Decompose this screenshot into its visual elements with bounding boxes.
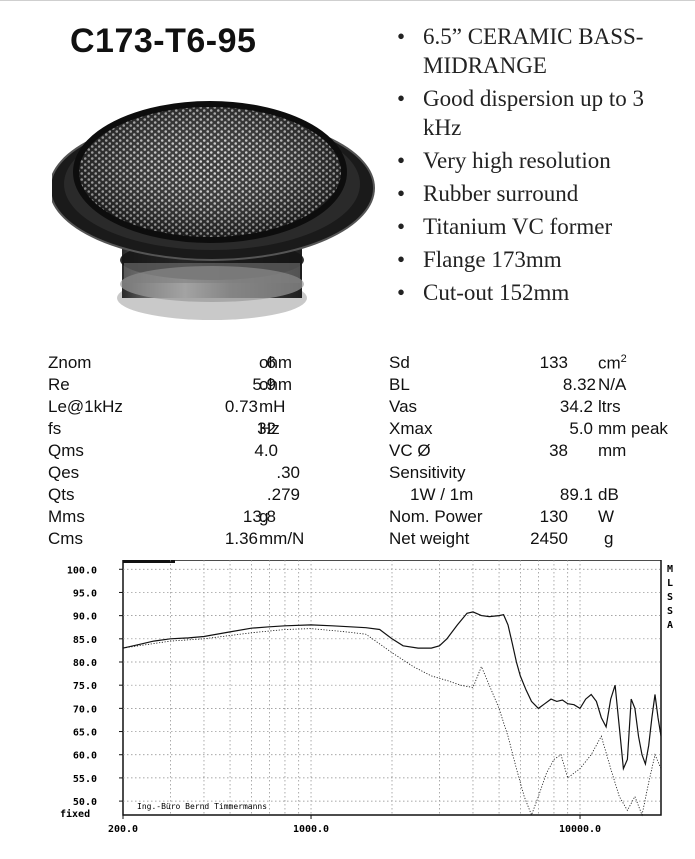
spec-unit: mH bbox=[259, 397, 286, 416]
y-tick-label: 90.0 bbox=[73, 612, 97, 623]
spec-label: Mms bbox=[48, 507, 85, 526]
spec-unit: dB bbox=[598, 485, 619, 504]
x-tick-label: 10000.0 bbox=[559, 824, 601, 835]
x-tick-label: 200.0 bbox=[108, 824, 138, 835]
spec-label: Qes bbox=[48, 463, 80, 482]
spec-value: 13.8 bbox=[242, 507, 276, 526]
y-tick-label: 60.0 bbox=[73, 751, 97, 762]
fixed-label: fixed bbox=[60, 808, 90, 820]
spec-label: Xmax bbox=[389, 419, 433, 438]
feature-item: • Very high resolution bbox=[397, 148, 611, 173]
y-tick-label: 95.0 bbox=[73, 588, 97, 599]
y-axis-labels: 100.0 95.0 90.0 85.0 80.0 75.0 70.0 65.0 60.0 55.… bbox=[67, 565, 123, 808]
feature-item: • Cut-out 152mm bbox=[397, 280, 570, 305]
x-axis-labels: 200.0 1000.0 10000.0 bbox=[108, 815, 601, 835]
y-tick-label: 75.0 bbox=[73, 681, 97, 692]
spec-value: 2450 bbox=[530, 529, 568, 548]
spec-value: 32 bbox=[257, 419, 276, 438]
spec-unit: mm peak bbox=[598, 419, 668, 438]
spec-label: Qms bbox=[48, 441, 84, 460]
spec-unit: N/A bbox=[598, 375, 627, 394]
mlssa-letter: L bbox=[667, 578, 673, 589]
spec-value: 5.0 bbox=[569, 419, 593, 438]
spec-value: 0.73 bbox=[224, 397, 258, 416]
spec-unit: ohm bbox=[259, 353, 293, 372]
mlssa-letter: A bbox=[667, 620, 673, 631]
spec-unit: Hz bbox=[259, 419, 280, 438]
spec-label: Znom bbox=[48, 353, 92, 372]
spec-unit: ohm bbox=[259, 375, 293, 394]
spec-unit: ltrs bbox=[598, 397, 621, 416]
spec-label: fs bbox=[48, 419, 62, 438]
spec-label: Re bbox=[48, 375, 70, 394]
top-rule bbox=[0, 0, 695, 1]
spec-value: 89.1 bbox=[559, 485, 593, 504]
spec-label: Nom. Power bbox=[389, 507, 483, 526]
spec-value: 130 bbox=[539, 507, 568, 526]
spec-label: Le@1kHz bbox=[48, 397, 123, 416]
response-curves bbox=[122, 611, 662, 817]
specs-table: Znom 6 ohm Re 5.9 ohm Le@1kHz 0.73 mH fs… bbox=[48, 353, 688, 551]
feature-item: • Titanium VC former bbox=[397, 214, 613, 239]
spec-label: VC Ø bbox=[389, 441, 431, 460]
spec-value: 6 bbox=[266, 353, 276, 372]
feature-item: • Good dispersion up to 3 kHz bbox=[397, 86, 645, 140]
product-title: C173-T6-95 bbox=[70, 22, 257, 60]
frequency-response-chart: 100.0 95.0 90.0 85.0 80.0 75.0 70.0 65.0 60.0 55.… bbox=[60, 560, 673, 835]
spec-label: Net weight bbox=[389, 529, 470, 548]
mlssa-letter: M bbox=[667, 564, 673, 575]
spec-sub-label: 1W / 1m bbox=[410, 485, 474, 504]
spec-value: .30 bbox=[276, 463, 300, 482]
spec-label: Sd bbox=[389, 353, 410, 372]
mlssa-letter: S bbox=[667, 606, 673, 617]
spec-value: 38 bbox=[549, 441, 568, 460]
spec-unit: mm/N bbox=[259, 529, 305, 548]
speaker-photo bbox=[52, 101, 375, 320]
spec-unit: g bbox=[604, 529, 614, 548]
spec-value: 4.0 bbox=[254, 441, 278, 460]
spec-unit: g bbox=[259, 507, 269, 526]
y-tick-label: 70.0 bbox=[73, 704, 97, 715]
response-curve-dotted bbox=[122, 628, 662, 817]
grid bbox=[123, 560, 661, 815]
response-curve-solid bbox=[122, 611, 662, 771]
spec-label: Sensitivity bbox=[389, 463, 466, 482]
spec-value: 1.36 bbox=[224, 529, 258, 548]
spec-unit: cm2 bbox=[598, 353, 627, 373]
spec-value: 8.32 bbox=[562, 375, 596, 394]
spec-value: 133 bbox=[539, 353, 568, 372]
feature-item: • 6.5” CERAMIC BASS-MIDRANGE bbox=[397, 24, 644, 78]
spec-value: 5.9 bbox=[252, 375, 276, 394]
y-tick-label: 100.0 bbox=[67, 565, 97, 576]
credit-label: Ing.-Büro Bernd Timmermanns bbox=[137, 802, 267, 811]
feature-list: • 6.5” CERAMIC BASS-MIDRANGE • Good disper… bbox=[393, 22, 683, 311]
mlssa-letter: S bbox=[667, 592, 673, 603]
x-tick-label: 1000.0 bbox=[293, 824, 329, 835]
y-tick-label: 85.0 bbox=[73, 635, 97, 646]
spec-label: Cms bbox=[48, 529, 83, 548]
plot-frame-marker bbox=[123, 560, 175, 563]
spec-label: Vas bbox=[389, 397, 418, 416]
spec-value: 34.2 bbox=[559, 397, 593, 416]
y-tick-label: 65.0 bbox=[73, 728, 97, 739]
y-tick-label: 55.0 bbox=[73, 774, 97, 785]
spec-value: .279 bbox=[266, 485, 300, 504]
y-tick-label: 50.0 bbox=[73, 797, 97, 808]
y-tick-label: 80.0 bbox=[73, 658, 97, 669]
spec-unit: W bbox=[598, 507, 615, 526]
spec-label: BL bbox=[389, 375, 410, 394]
feature-item: • Rubber surround bbox=[397, 181, 579, 206]
spec-unit: mm bbox=[598, 441, 627, 460]
spec-label: Qts bbox=[48, 485, 75, 504]
feature-item: • Flange 173mm bbox=[397, 247, 562, 272]
